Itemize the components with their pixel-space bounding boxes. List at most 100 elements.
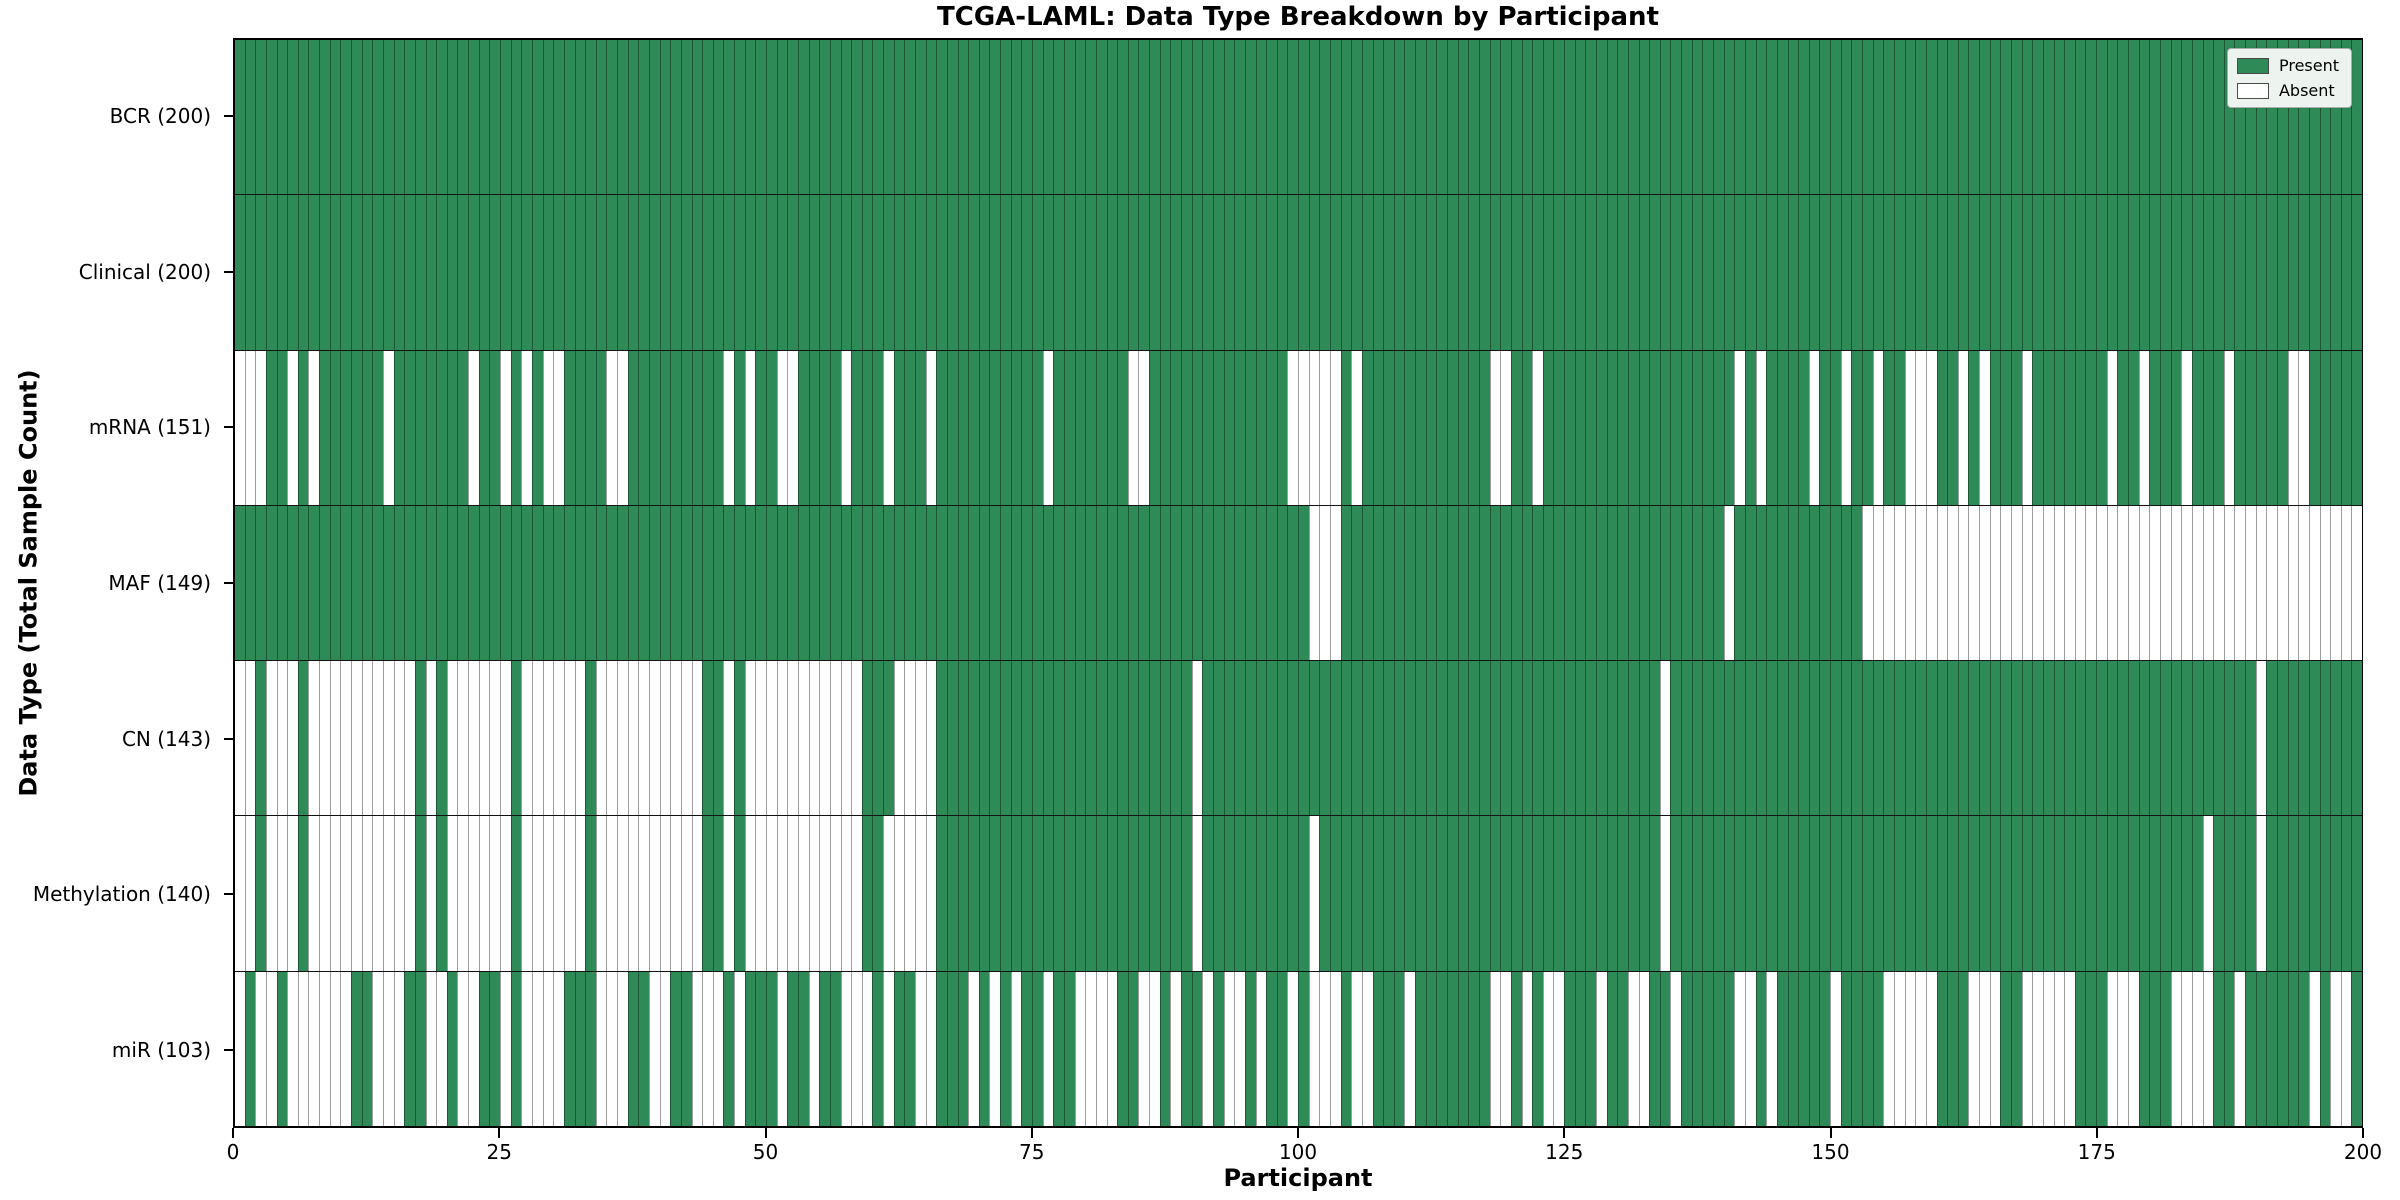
matrix-cell [1447, 195, 1458, 350]
matrix-cell [2330, 971, 2341, 1126]
matrix-cell [648, 971, 660, 1126]
matrix-cell [797, 195, 809, 350]
matrix-cell [1532, 195, 1543, 350]
matrix-cell [457, 661, 469, 816]
matrix-cell [1329, 661, 1341, 816]
y-tick-mark [224, 737, 233, 740]
matrix-cell [1095, 40, 1107, 195]
x-tick-mark [1829, 1128, 1832, 1138]
matrix-cell [2213, 661, 2224, 816]
matrix-cell [1223, 195, 1235, 350]
matrix-cell [1915, 661, 1926, 816]
matrix-cell [2117, 40, 2129, 195]
matrix-cell [1361, 350, 1373, 505]
matrix-cell [819, 505, 830, 661]
matrix-cell [1872, 661, 1884, 816]
matrix-cell [744, 350, 756, 505]
matrix-cell [574, 195, 586, 350]
matrix-cell [1840, 195, 1852, 350]
matrix-cell [2159, 661, 2171, 816]
matrix-cell [1298, 816, 1309, 971]
matrix-cell [617, 661, 628, 816]
matrix-cell [1691, 350, 1703, 505]
matrix-cell [2181, 816, 2192, 971]
matrix-cell [1925, 195, 1937, 350]
matrix-cell [691, 816, 703, 971]
matrix-cell [1968, 971, 1980, 1126]
matrix-cell [308, 971, 320, 1126]
y-tick-mark [224, 114, 233, 117]
matrix-cell [1893, 661, 1905, 816]
matrix-cell [1808, 40, 1820, 195]
matrix-cell [1734, 40, 1745, 195]
matrix-cell [297, 505, 309, 661]
matrix-cell [542, 40, 554, 195]
matrix-cell [2138, 661, 2150, 816]
matrix-cell [957, 40, 969, 195]
matrix-cell [2287, 505, 2299, 661]
matrix-cell [436, 661, 447, 816]
matrix-cell [734, 661, 745, 816]
matrix-cell [606, 505, 618, 661]
matrix-cell [904, 40, 915, 195]
matrix-cell [1159, 350, 1171, 505]
matrix-cell [1063, 350, 1075, 505]
matrix-cell [1553, 505, 1565, 661]
matrix-cell [2245, 505, 2256, 661]
heatmap-rows [235, 40, 2363, 1126]
matrix-cell [1404, 350, 1416, 505]
matrix-cell [1138, 350, 1150, 505]
matrix-cell [1787, 661, 1799, 816]
matrix-cell [1968, 505, 1980, 661]
matrix-cell [2181, 40, 2192, 195]
matrix-cell [659, 40, 671, 195]
matrix-cell [287, 350, 298, 505]
matrix-cell [1000, 505, 1011, 661]
matrix-cell [2053, 195, 2065, 350]
matrix-cell [797, 505, 809, 661]
matrix-cell [2266, 505, 2277, 661]
matrix-cell [1393, 971, 1405, 1126]
matrix-cell [2064, 40, 2075, 195]
matrix-cell [1212, 505, 1224, 661]
matrix-cell [1862, 350, 1873, 505]
matrix-cell [872, 195, 884, 350]
matrix-cell [1681, 661, 1692, 816]
matrix-cell [372, 661, 383, 816]
matrix-cell [585, 40, 596, 195]
matrix-cell [2074, 350, 2086, 505]
matrix-cell [2021, 971, 2033, 1126]
matrix-cell [1787, 40, 1799, 195]
matrix-cell [2213, 505, 2224, 661]
matrix-cell [457, 195, 469, 350]
matrix-cell [425, 350, 437, 505]
matrix-cell [1564, 816, 1575, 971]
matrix-cell [574, 505, 586, 661]
matrix-cell [1957, 195, 1969, 350]
matrix-cell [595, 816, 607, 971]
matrix-cell [968, 505, 979, 661]
matrix-cell [446, 971, 458, 1126]
matrix-cell [2042, 195, 2054, 350]
matrix-cell [489, 661, 501, 816]
matrix-cell [1170, 816, 1182, 971]
matrix-cell [1585, 195, 1596, 350]
matrix-cell [1095, 350, 1107, 505]
matrix-cell [819, 971, 830, 1126]
matrix-cell [2234, 195, 2246, 350]
matrix-cell [2213, 40, 2224, 195]
chart-title: TCGA-LAML: Data Type Breakdown by Partic… [937, 2, 1659, 32]
matrix-cell [1574, 971, 1586, 1126]
matrix-cell [297, 195, 309, 350]
matrix-cell [702, 350, 713, 505]
matrix-cell [606, 816, 618, 971]
matrix-cell [1989, 971, 2001, 1126]
matrix-cell [861, 195, 873, 350]
matrix-cell [723, 816, 735, 971]
matrix-cell [382, 505, 394, 661]
matrix-cell [1042, 195, 1054, 350]
matrix-cell [1404, 195, 1416, 350]
matrix-cell [1287, 971, 1299, 1126]
matrix-cell [2106, 661, 2118, 816]
matrix-cell [1223, 350, 1235, 505]
